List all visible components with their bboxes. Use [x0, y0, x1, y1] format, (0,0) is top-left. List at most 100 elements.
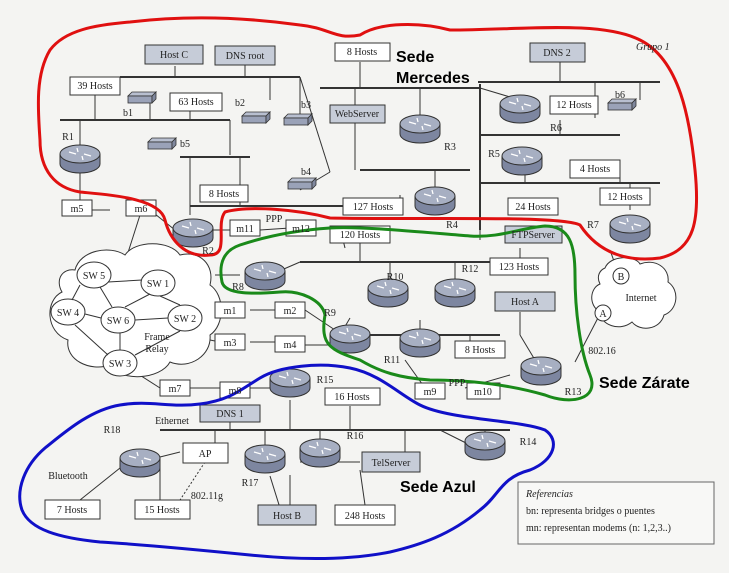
dns-1-label: DNS 1 — [216, 409, 244, 420]
telserver-label: TelServer — [372, 458, 411, 469]
switch-sw4 — [50, 298, 86, 326]
internet-label: Internet — [625, 293, 656, 304]
hosts-16-label: 16 Hosts — [334, 392, 369, 403]
bridge-b5 — [147, 137, 177, 150]
frame-relay-label-1: Frame — [144, 332, 170, 343]
hosts-63-label: 63 Hosts — [178, 97, 213, 108]
site-mercedes-outline — [36, 16, 699, 261]
router-r5 — [501, 146, 543, 176]
sw6-label: SW 6 — [107, 316, 129, 327]
router-r12-label: R12 — [462, 264, 479, 275]
router-r2 — [172, 218, 214, 248]
router-r7-label: R7 — [587, 220, 599, 231]
router-r13 — [520, 356, 562, 386]
modem-boxes — [61, 199, 501, 400]
hosts-8-z-label: 8 Hosts — [465, 345, 495, 356]
modem-m3-label: m3 — [224, 338, 237, 349]
modem-m2-label: m2 — [284, 306, 297, 317]
bridge-b3-label: b3 — [301, 100, 311, 111]
router-r11-label: R11 — [384, 355, 400, 366]
bridge-b1-label: b1 — [123, 108, 133, 119]
router-r6-label: R6 — [550, 123, 562, 134]
site-mercedes-label-1: Sede — [396, 49, 434, 66]
modem-m10-label: m10 — [474, 387, 492, 398]
hosts-127-label: 127 Hosts — [353, 202, 393, 213]
group-label: Grupo 1 — [636, 42, 670, 53]
internet-node-a-label: A — [599, 309, 607, 320]
bridge-b4 — [287, 177, 317, 190]
references-mn: mn: representan modems (n: 1,2,3..) — [526, 523, 671, 534]
switch-sw5 — [76, 261, 112, 289]
frame-relay-cloud — [49, 243, 222, 378]
site-mercedes-label-2: Mercedes — [396, 70, 470, 87]
host-boxes — [44, 42, 651, 526]
ftpserver-label: FTPServer — [511, 230, 555, 241]
hosts-8-mid-label: 8 Hosts — [209, 189, 239, 200]
references-title: Referencias — [525, 489, 573, 500]
router-r3 — [399, 114, 441, 144]
router-r5-label: R5 — [488, 149, 500, 160]
router-r15 — [269, 368, 311, 398]
modem-m8-label: m8 — [229, 386, 242, 397]
router-r14-label: R14 — [520, 437, 537, 448]
sw5-label: SW 5 — [83, 271, 105, 282]
sw2-label: SW 2 — [174, 314, 196, 325]
references-box — [517, 481, 715, 545]
hosts-12-b-label: 12 Hosts — [607, 192, 642, 203]
modem-m4-label: m4 — [284, 340, 297, 351]
router-r8-label: R8 — [232, 282, 244, 293]
router-r18-label: R18 — [104, 425, 121, 436]
hosts-4-label: 4 Hosts — [580, 164, 610, 175]
hosts-8-top-label: 8 Hosts — [347, 47, 377, 58]
webserver-label: WebServer — [335, 109, 380, 120]
internet-cloud — [591, 257, 677, 329]
router-r18 — [119, 448, 161, 478]
references-bn: bn: representa bridges o puentes — [526, 506, 655, 517]
hosts-24-label: 24 Hosts — [515, 202, 550, 213]
router-r1-label: R1 — [62, 132, 74, 143]
sw3-label: SW 3 — [109, 359, 131, 370]
router-r16-label: R16 — [347, 431, 364, 442]
ap-label: AP — [199, 449, 212, 460]
bridge-b5-label: b5 — [180, 139, 190, 150]
router-r2-label: R2 — [202, 246, 214, 257]
router-r11 — [399, 328, 441, 358]
bridge-b3 — [283, 113, 313, 126]
router-r4 — [414, 186, 456, 216]
router-r1 — [59, 144, 101, 174]
ppp-bottom-label: PPP — [449, 378, 466, 389]
internet-node-b-label: B — [618, 272, 625, 283]
router-r10-label: R10 — [387, 272, 404, 283]
site-zarate-label: Sede Zárate — [599, 375, 690, 392]
modem-m6-label: m6 — [135, 204, 148, 215]
router-r17-label: R17 — [242, 478, 259, 489]
sw1-label: SW 1 — [147, 279, 169, 290]
dns-root-label: DNS root — [226, 51, 265, 62]
hosts-15-label: 15 Hosts — [144, 505, 179, 516]
modem-m12-label: m12 — [292, 224, 310, 235]
site-azul-outline — [18, 363, 555, 560]
bluetooth-label: Bluetooth — [48, 471, 87, 482]
hosts-123-label: 123 Hosts — [499, 262, 539, 273]
modem-m11-label: m11 — [236, 224, 253, 235]
router-r4-label: R4 — [446, 220, 458, 231]
switch-sw1 — [140, 269, 176, 297]
hosts-39-label: 39 Hosts — [77, 81, 112, 92]
modem-m5-label: m5 — [71, 204, 84, 215]
sw4-label: SW 4 — [57, 308, 79, 319]
frame-relay-label-2: Relay — [145, 344, 168, 355]
internet-node-a — [594, 304, 612, 322]
ppp-top-label: PPP — [266, 214, 283, 225]
bridge-b2 — [241, 111, 271, 124]
router-r6 — [499, 94, 541, 124]
bridge-b2-label: b2 — [235, 98, 245, 109]
router-r3-label: R3 — [444, 142, 456, 153]
host-b-label: Host B — [273, 511, 301, 522]
wifi-80211g-label: 802.11g — [191, 491, 223, 502]
router-r10 — [367, 278, 409, 308]
dns-2-label: DNS 2 — [543, 48, 571, 59]
router-r13-label: R13 — [565, 387, 582, 398]
router-r14 — [464, 431, 506, 461]
